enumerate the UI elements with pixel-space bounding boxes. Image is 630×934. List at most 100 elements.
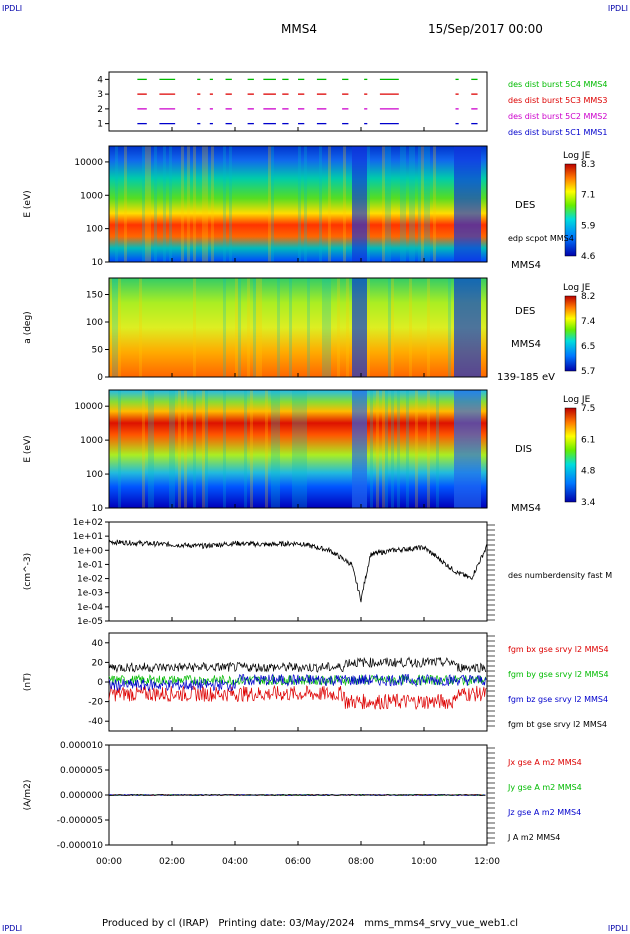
spectro-col-2-50 bbox=[259, 278, 263, 377]
spectro-mod-1-32 bbox=[205, 146, 209, 262]
spectro-col-1-21 bbox=[172, 146, 176, 262]
spectro-col-1-95 bbox=[394, 146, 398, 262]
spectro-col-2-45 bbox=[244, 278, 248, 377]
spectro-col-2-21 bbox=[172, 278, 176, 377]
spectro-col-3-13 bbox=[148, 390, 152, 508]
legend-bfield-3: fgm bt gse srvy l2 MMS4 bbox=[508, 720, 607, 729]
spectro-mod-1-118 bbox=[463, 146, 467, 262]
spectro-col-3-38 bbox=[223, 390, 227, 508]
ytick-label-1-1: 100 bbox=[86, 225, 103, 235]
spectro-col-3-68 bbox=[313, 390, 317, 508]
spectro-col-2-74 bbox=[331, 278, 335, 377]
spectro-col-3-62 bbox=[295, 390, 299, 508]
spectro-col-3-10 bbox=[139, 390, 143, 508]
spectro-col-3-103 bbox=[418, 390, 422, 508]
spectro-mod-2-10 bbox=[139, 278, 143, 377]
spectro-col-1-22 bbox=[175, 146, 179, 262]
spectro-col-2-1 bbox=[112, 278, 116, 377]
spectro-col-1-6 bbox=[127, 146, 131, 262]
spectro-col-2-63 bbox=[298, 278, 302, 377]
spectro-mod-3-91 bbox=[382, 390, 386, 508]
spectro-col-2-32 bbox=[205, 278, 209, 377]
spectro-col-3-3 bbox=[118, 390, 122, 508]
legend-current-2: Jz gse A m2 MMS4 bbox=[507, 808, 581, 817]
spectro-mod-1-73 bbox=[328, 146, 332, 262]
spectro-col-2-87 bbox=[370, 278, 374, 377]
spectro-col-2-105 bbox=[424, 278, 428, 377]
spectro-mod-2-2 bbox=[115, 278, 119, 377]
spectro-col-1-114 bbox=[451, 146, 455, 262]
spectro-col-2-110 bbox=[439, 278, 443, 377]
spectro-col-1-12 bbox=[145, 146, 149, 262]
spectro-col-2-75 bbox=[334, 278, 338, 377]
spectro-col-3-106 bbox=[427, 390, 431, 508]
spectro-mod-3-63 bbox=[298, 390, 302, 508]
spectro-mod-2-86 bbox=[367, 278, 371, 377]
spectro-col-2-88 bbox=[373, 278, 377, 377]
spectro-col-1-101 bbox=[412, 146, 416, 262]
spectro-col-1-36 bbox=[217, 146, 221, 262]
spectro-col-2-56 bbox=[277, 278, 281, 377]
spectro-mod-1-117 bbox=[460, 146, 464, 262]
spectro-col-2-109 bbox=[436, 278, 440, 377]
spectro-col-1-97 bbox=[400, 146, 404, 262]
spectro-col-1-30 bbox=[199, 146, 203, 262]
spectro-col-2-38 bbox=[223, 278, 227, 377]
spectro-col-2-22 bbox=[175, 278, 179, 377]
spectro-col-3-25 bbox=[184, 390, 188, 508]
spectro-col-3-28 bbox=[193, 390, 197, 508]
ytick-label-4-5: 1e-03 bbox=[77, 589, 103, 599]
spectro-col-2-89 bbox=[376, 278, 380, 377]
spectro-col-3-59 bbox=[286, 390, 290, 508]
spectro-col-3-29 bbox=[196, 390, 200, 508]
spectro-mod-2-50 bbox=[259, 278, 263, 377]
spectro-col-2-54 bbox=[271, 278, 275, 377]
right-label-2-1: MMS4 bbox=[511, 339, 541, 350]
spectro-col-2-93 bbox=[388, 278, 392, 377]
spectro-col-1-77 bbox=[340, 146, 344, 262]
spectro-mod-1-31 bbox=[202, 146, 206, 262]
spectro-mod-1-34 bbox=[211, 146, 215, 262]
spectro-mod-1-78 bbox=[343, 146, 347, 262]
colorbar-tick-1-0: 8.3 bbox=[581, 160, 595, 170]
spectro-mod-3-21 bbox=[172, 390, 176, 508]
spectro-mod-3-25 bbox=[184, 390, 188, 508]
ytick-label-4-0: 1e+02 bbox=[73, 518, 103, 528]
colorbar-1 bbox=[564, 163, 577, 257]
spectro-col-1-99 bbox=[406, 146, 410, 262]
spectro-col-2-104 bbox=[421, 278, 425, 377]
spectro-col-1-61 bbox=[292, 146, 296, 262]
spectro-col-3-75 bbox=[334, 390, 338, 508]
colorbar-tick-1-2: 5.9 bbox=[581, 221, 596, 231]
spectro-col-3-78 bbox=[343, 390, 347, 508]
spectro-mod-1-83 bbox=[358, 146, 362, 262]
spectro-col-1-40 bbox=[229, 146, 233, 262]
spectro-mod-1-2 bbox=[115, 146, 119, 262]
spectro-mod-1-82 bbox=[355, 146, 359, 262]
spectro-col-2-73 bbox=[328, 278, 332, 377]
spectro-col-1-71 bbox=[322, 146, 326, 262]
spectro-col-2-5 bbox=[124, 278, 128, 377]
spectro-col-1-124 bbox=[481, 146, 485, 262]
spectro-col-1-67 bbox=[310, 146, 314, 262]
spectro-col-1-60 bbox=[289, 146, 293, 262]
spectro-mod-1-11 bbox=[142, 146, 146, 262]
spectro-mod-2-46 bbox=[247, 278, 251, 377]
spectro-col-2-90 bbox=[379, 278, 383, 377]
spectro-col-2-71 bbox=[322, 278, 326, 377]
spectro-col-2-20 bbox=[169, 278, 173, 377]
ytick-label-3-2: 1000 bbox=[80, 436, 103, 446]
xtick-label-2: 04:00 bbox=[222, 857, 248, 867]
colorbar-tick-3-3: 3.4 bbox=[581, 498, 596, 508]
spectro-col-2-94 bbox=[391, 278, 395, 377]
spectro-col-2-11 bbox=[142, 278, 146, 377]
spectro-col-2-7 bbox=[130, 278, 134, 377]
spectro-col-2-64 bbox=[301, 278, 305, 377]
footer-text: Produced by cl (IRAP) Printing date: 03/… bbox=[102, 918, 519, 929]
spectro-col-2-12 bbox=[145, 278, 149, 377]
spectro-mod-1-116 bbox=[457, 146, 461, 262]
spectro-col-1-24 bbox=[181, 146, 185, 262]
spectro-col-1-66 bbox=[307, 146, 311, 262]
spectro-mod-1-63 bbox=[298, 146, 302, 262]
spectro-col-3-109 bbox=[436, 390, 440, 508]
